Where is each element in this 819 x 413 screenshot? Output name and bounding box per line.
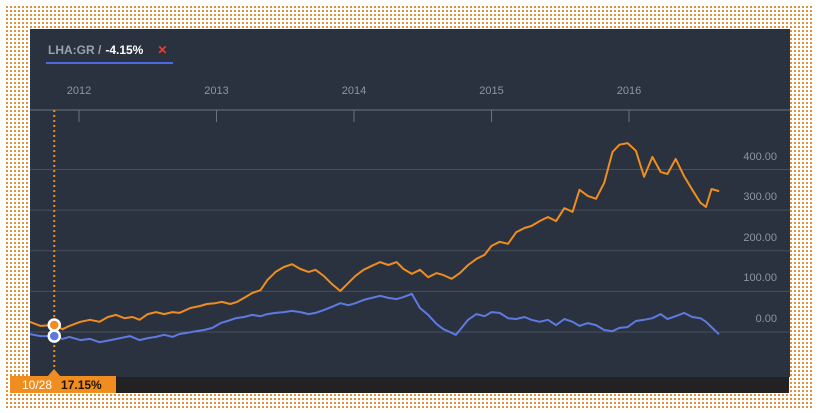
tooltip-date: 10/28 bbox=[22, 377, 53, 392]
series-change-value: -4.15% bbox=[105, 43, 144, 57]
crosshair-tooltip: 10/28 17.15% bbox=[10, 376, 116, 393]
tooltip-pointer-icon bbox=[47, 369, 61, 377]
series-line-lha-gr bbox=[30, 292, 720, 344]
y-tick-label-300: 300.00 bbox=[743, 191, 777, 204]
x-tick-label-2013: 2013 bbox=[204, 85, 229, 97]
y-tick-label-200: 200.00 bbox=[743, 231, 777, 244]
close-icon[interactable]: ✕ bbox=[157, 43, 168, 57]
chart-canvas[interactable] bbox=[30, 29, 790, 377]
tooltip-track bbox=[10, 377, 789, 393]
x-tick-label-2012: 2012 bbox=[66, 85, 92, 97]
y-tick-label-400: 400.00 bbox=[743, 150, 777, 163]
x-tick-label-2016: 2016 bbox=[616, 85, 642, 97]
tooltip-value: 17.15% bbox=[61, 377, 102, 392]
series-symbol: LHA:GR / bbox=[48, 43, 102, 57]
chart-panel: LHA:GR / -4.15% ✕ 2012 2013 2014 2015 2016 400… bbox=[30, 29, 790, 377]
crosshair-marker-lha-gr bbox=[47, 329, 61, 343]
series-legend: LHA:GR / -4.15% ✕ bbox=[46, 43, 174, 64]
y-tick-label-100: 100.00 bbox=[743, 272, 777, 285]
y-tick-label-0: 0.00 bbox=[755, 313, 777, 325]
x-tick-label-2015: 2015 bbox=[479, 85, 504, 97]
series-line-compare bbox=[30, 142, 720, 331]
x-tick-label-2014: 2014 bbox=[341, 85, 367, 97]
crosshair-marker-compare bbox=[47, 318, 61, 332]
